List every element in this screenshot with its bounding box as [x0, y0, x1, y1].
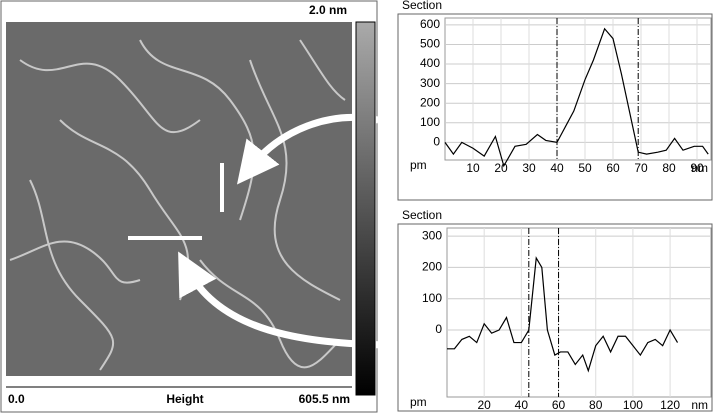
x-tick-label: 80 — [589, 398, 603, 412]
y-tick-label: 300 — [420, 76, 440, 90]
y-tick-label: 0 — [433, 135, 440, 149]
x-tick-label: 100 — [623, 398, 643, 412]
x-tick-label: 20 — [478, 398, 492, 412]
x-tick-label: 40 — [515, 398, 529, 412]
y-axis-label: pm — [410, 158, 427, 172]
y-tick-label: 500 — [420, 37, 440, 51]
chart-frame — [397, 13, 713, 201]
image-width: 605.5 nm — [299, 392, 350, 406]
image-label: Height — [166, 392, 203, 406]
x-tick-label: 90 — [690, 161, 704, 175]
x-tick-label: 30 — [522, 161, 536, 175]
x-tick-label: 60 — [606, 161, 620, 175]
y-tick-label: 400 — [420, 56, 440, 70]
chart-frame — [397, 223, 713, 412]
x-axis-label: nm — [691, 398, 708, 412]
x-tick-label: 50 — [578, 161, 592, 175]
plot-area — [444, 17, 712, 161]
y-tick-label: 100 — [420, 115, 440, 129]
y-tick-label: 0 — [435, 322, 442, 336]
data-line — [444, 27, 709, 168]
x-tick-label: 80 — [662, 161, 676, 175]
y-tick-label: 300 — [422, 228, 442, 242]
scale-min: 0.0 — [8, 392, 25, 406]
scale-max: 2.0 nm — [309, 3, 347, 17]
y-tick-label: 600 — [420, 17, 440, 31]
colorbar — [355, 21, 376, 396]
y-axis-label: pm — [410, 395, 427, 409]
y-tick-label: 100 — [422, 291, 442, 305]
data-line — [447, 256, 679, 373]
x-tick-label: 60 — [552, 398, 566, 412]
x-tick-label: 40 — [550, 161, 564, 175]
x-tick-label: 70 — [634, 161, 648, 175]
plot-area — [446, 227, 712, 398]
image-panel — [0, 0, 378, 413]
y-tick-label: 200 — [420, 95, 440, 109]
x-axis-label: nm — [691, 161, 708, 175]
afm-image — [6, 22, 352, 376]
x-tick-label: 120 — [660, 398, 680, 412]
chart-title: Section — [402, 0, 442, 12]
x-tick-label: 10 — [466, 161, 480, 175]
y-tick-label: 200 — [422, 260, 442, 274]
chart-title: Section — [402, 208, 442, 222]
